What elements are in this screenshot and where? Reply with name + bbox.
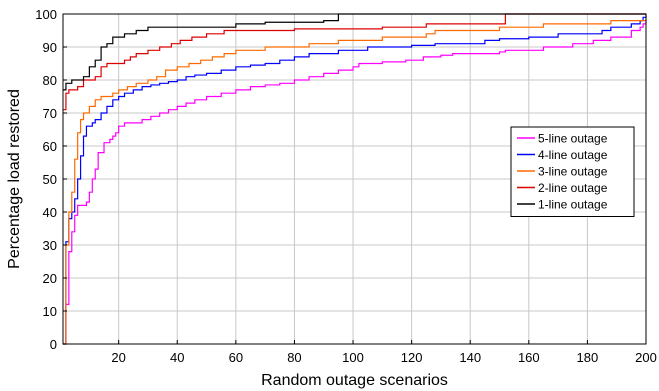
y-tick-label: 80 (43, 73, 57, 88)
y-tick-label: 30 (43, 238, 57, 253)
x-tick-label: 140 (459, 350, 481, 365)
x-tick-label: 100 (342, 350, 364, 365)
legend-label-4-line-outage: 4-line outage (538, 148, 608, 162)
x-tick-label: 40 (170, 350, 184, 365)
x-tick-label: 60 (229, 350, 243, 365)
series-line-4-line-outage (63, 14, 647, 345)
legend-label-5-line-outage: 5-line outage (538, 132, 608, 146)
series-line-2-line-outage (63, 13, 646, 111)
x-axis-label: Random outage scenarios (261, 372, 448, 389)
series-lines (63, 13, 647, 345)
y-tick-label: 20 (43, 271, 57, 286)
x-tick-label: 180 (577, 350, 599, 365)
y-axis-label: Percentage load restored (6, 89, 23, 269)
y-tick-label: 90 (43, 40, 57, 55)
y-tick-label: 60 (43, 139, 57, 154)
series-line-3-line-outage (63, 17, 647, 345)
y-tick-label: 50 (43, 172, 57, 187)
series-line-1-line-outage (63, 13, 646, 91)
y-tick-label: 0 (50, 337, 57, 352)
x-tick-label: 200 (635, 350, 657, 365)
legend-label-1-line-outage: 1-line outage (538, 198, 608, 212)
x-tick-label: 20 (111, 350, 125, 365)
tick-labels: 20 40 60 80 100 120 140 160 180 200 0 10 20 30 40 50 60 7… (35, 7, 657, 365)
y-tick-label: 70 (43, 106, 57, 121)
y-tick-label: 100 (35, 7, 57, 22)
y-tick-label: 40 (43, 205, 57, 220)
legend-label-2-line-outage: 2-line outage (538, 181, 608, 195)
x-tick-label: 160 (518, 350, 540, 365)
legend: 5-line outage 4-line outage 3-line outage 2… (510, 126, 635, 217)
y-tick-label: 10 (43, 304, 57, 319)
x-tick-label: 120 (401, 350, 423, 365)
x-tick-label: 80 (287, 350, 301, 365)
legend-label-3-line-outage: 3-line outage (538, 165, 608, 179)
series-line-5-line-outage (63, 20, 647, 345)
